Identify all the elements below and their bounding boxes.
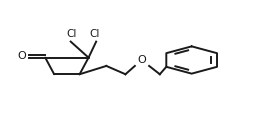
Text: O: O	[17, 51, 26, 61]
Text: O: O	[138, 55, 146, 65]
Text: Cl: Cl	[67, 29, 77, 39]
Text: Cl: Cl	[90, 29, 100, 39]
